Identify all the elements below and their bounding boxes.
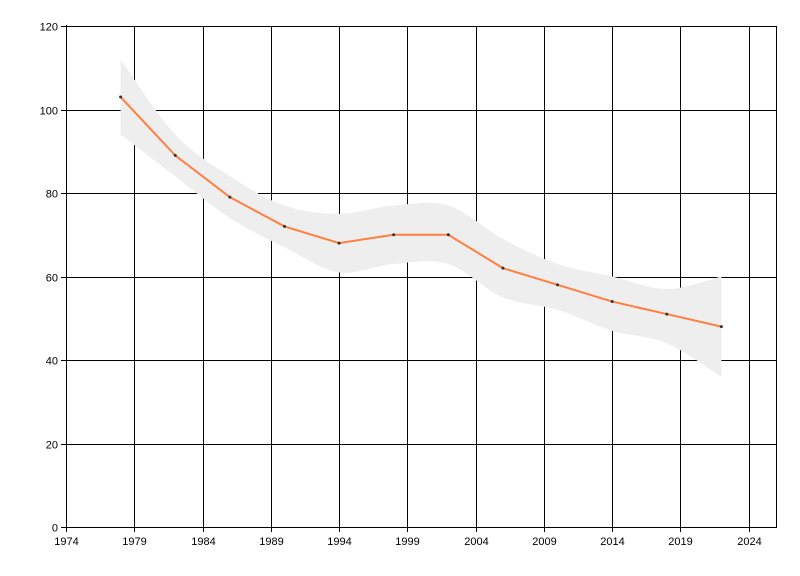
axis-layer [61, 25, 777, 532]
y-tick-label: 40 [46, 356, 58, 368]
y-tick-label: 20 [46, 440, 58, 452]
data-point [665, 312, 669, 316]
x-tick-label: 1974 [54, 536, 78, 548]
y-tick-label: 0 [52, 523, 58, 535]
data-point-layer [119, 95, 723, 329]
x-tick-label: 2004 [464, 536, 488, 548]
data-point [392, 233, 396, 237]
data-point [446, 233, 450, 237]
confidence-band-layer [120, 59, 722, 377]
y-tick-label: 120 [40, 22, 58, 34]
data-point [282, 224, 286, 228]
x-tick-label: 2019 [668, 536, 692, 548]
y-tick-label: 60 [46, 273, 58, 285]
y-tick-label: 100 [40, 106, 58, 118]
grid-layer [66, 26, 777, 527]
data-point [228, 195, 232, 199]
y-tick-label: 80 [46, 189, 58, 201]
data-point [719, 325, 723, 329]
data-point [556, 283, 560, 287]
x-tick-label: 2014 [600, 536, 624, 548]
data-point [337, 241, 341, 245]
x-tick-label: 1989 [259, 536, 283, 548]
data-point [610, 300, 614, 304]
x-tick-label: 2024 [737, 536, 761, 548]
x-tick-label: 1994 [327, 536, 351, 548]
x-tick-label: 1999 [395, 536, 419, 548]
x-tick-label: 1979 [122, 536, 146, 548]
x-tick-label: 1984 [191, 536, 215, 548]
data-point [173, 153, 177, 157]
series-line-layer [119, 96, 722, 328]
confidence-band [120, 59, 722, 377]
tick-label-layer: 0 20 40 60 80 100 120 1974 1979 1984 1989 1994 1999 2… [40, 22, 762, 549]
data-point [501, 266, 505, 270]
series-line [119, 96, 722, 328]
data-point [119, 95, 123, 99]
x-tick-label: 2009 [532, 536, 556, 548]
